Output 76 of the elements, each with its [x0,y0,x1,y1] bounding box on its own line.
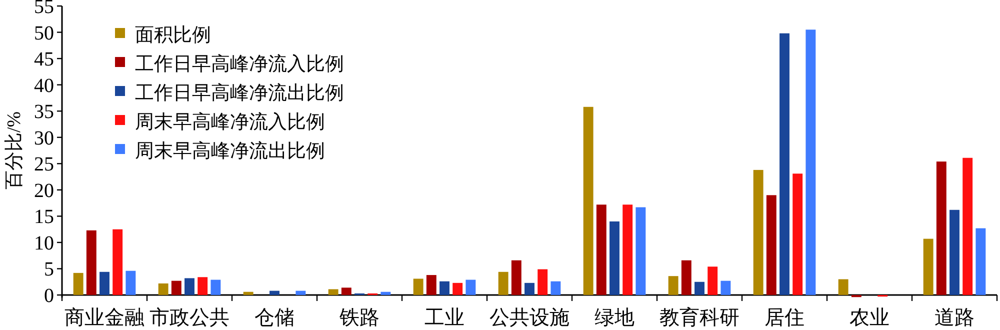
y-tick-label: 20 [34,180,54,202]
y-tick-label: 50 [34,22,54,44]
x-tick-label: 工业 [424,307,464,329]
bar [766,195,776,295]
x-tick-label: 居住 [764,307,804,329]
x-tick-label: 教育科研 [660,306,740,329]
bar [86,230,96,295]
bar [126,270,136,295]
legend-label: 工作日早高峰净流出比例 [135,82,344,104]
bar [210,280,221,295]
bar [694,282,704,295]
bar [780,33,790,295]
bar [550,281,561,295]
bar [538,269,548,295]
bar [100,272,110,295]
y-tick-label: 35 [34,101,54,124]
bar [158,283,168,295]
y-tick-label: 25 [34,154,54,176]
y-tick-label: 5 [44,258,54,281]
bar [962,158,973,295]
y-tick-label: 0 [44,285,54,307]
bar [708,266,718,295]
bar [636,207,646,295]
bar [452,282,463,295]
bar [838,279,848,295]
bar [328,289,338,295]
legend-label: 工作日早高峰净流入比例 [135,53,344,75]
x-tick-label: 铁路 [338,307,380,329]
bar [466,280,476,295]
x-tick-label: 农业 [850,307,890,329]
bar [380,292,391,295]
bar [524,282,534,295]
legend-label: 周末早高峰净流入比例 [135,111,325,133]
y-axis-title: 百分比/% [4,111,25,190]
bar [720,280,731,295]
x-tick-label: 市政公共 [150,307,230,329]
x-tick-label: 仓储 [254,307,294,329]
bar [806,30,816,295]
bar [753,170,764,295]
bar [270,290,280,295]
bar [413,278,424,295]
bar [341,288,352,295]
legend-label: 面积比例 [135,25,211,46]
y-tick-label: 15 [34,206,54,228]
bar [73,272,84,295]
bar [198,277,208,295]
bar [112,229,123,295]
bar [511,260,522,295]
bar [792,174,803,295]
bar [171,280,182,295]
bar [440,281,450,295]
bar [936,162,946,295]
bar [296,290,306,295]
x-tick-label: 商业金融 [64,307,144,329]
legend-label: 周末早高峰净流出比例 [135,140,325,162]
bar [184,278,194,295]
x-tick-label: 绿地 [594,307,634,329]
bar [950,210,960,295]
bar [668,276,678,295]
x-tick-label: 道路 [934,307,974,329]
bar [622,204,633,295]
bar [426,275,436,295]
bar [498,272,508,295]
bar [583,106,594,295]
y-tick-label: 55 [34,0,54,18]
bar [596,204,606,295]
bar [610,221,620,295]
x-tick-label: 公共设施 [490,307,570,329]
bar [681,260,692,295]
y-tick-label: 30 [34,127,54,150]
bar [976,228,986,295]
bar [243,292,254,295]
y-tick-label: 10 [34,232,54,254]
y-tick-label: 45 [34,48,54,71]
bar [923,238,934,295]
y-tick-label: 40 [34,74,54,97]
